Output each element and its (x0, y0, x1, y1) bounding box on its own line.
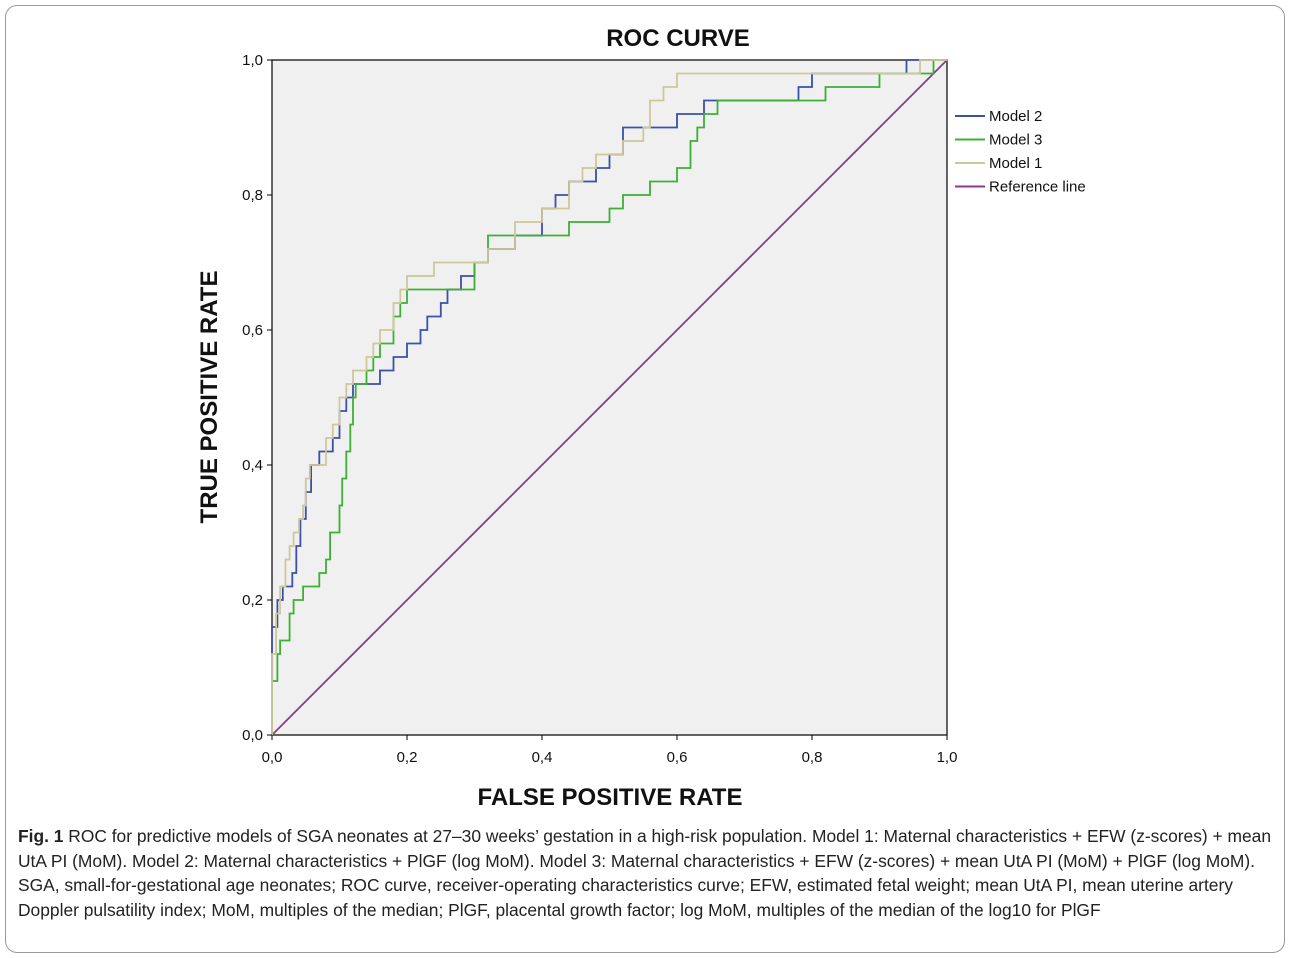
chart-title: ROC CURVE (606, 25, 750, 52)
legend-label: Model 3 (989, 132, 1042, 149)
y-tick-label: 0,8 (242, 187, 263, 204)
y-axis-title: TRUE POSITIVE RATE (196, 271, 223, 524)
series-line-reference-line (271, 59, 948, 736)
x-tick-label: 1,0 (937, 749, 958, 766)
x-tick-label: 0,8 (802, 749, 823, 766)
y-tick-label: 0,2 (242, 592, 263, 609)
roc-chart: ROC CURVE 0,0 0,2 0,4 0,6 0,8 1,0 0,0 0,2 0,4 0,6… (196, 25, 1086, 811)
x-tick-label: 0,6 (667, 749, 688, 766)
legend: Model 2 Model 3 Model 1 Reference line (955, 108, 1086, 196)
y-tick-label: 0,6 (242, 322, 263, 339)
y-tick-label: 0,4 (242, 457, 263, 474)
x-tick-label: 0,2 (397, 749, 418, 766)
y-tick-label: 1,0 (242, 52, 263, 69)
legend-label: Model 2 (989, 108, 1042, 125)
x-axis-title: FALSE POSITIVE RATE (478, 784, 743, 811)
legend-label: Reference line (989, 179, 1086, 196)
caption-text: ROC for predictive models of SGA neonate… (18, 826, 1272, 920)
y-tick-label: 0,0 (242, 727, 263, 744)
caption-label: Fig. 1 (18, 826, 64, 846)
figure-caption: Fig. 1 ROC for predictive models of SGA … (18, 824, 1280, 922)
x-tick-label: 0,4 (532, 749, 553, 766)
x-tick-label: 0,0 (262, 749, 283, 766)
legend-label: Model 1 (989, 155, 1042, 172)
series-line-model-1 (271, 59, 947, 735)
